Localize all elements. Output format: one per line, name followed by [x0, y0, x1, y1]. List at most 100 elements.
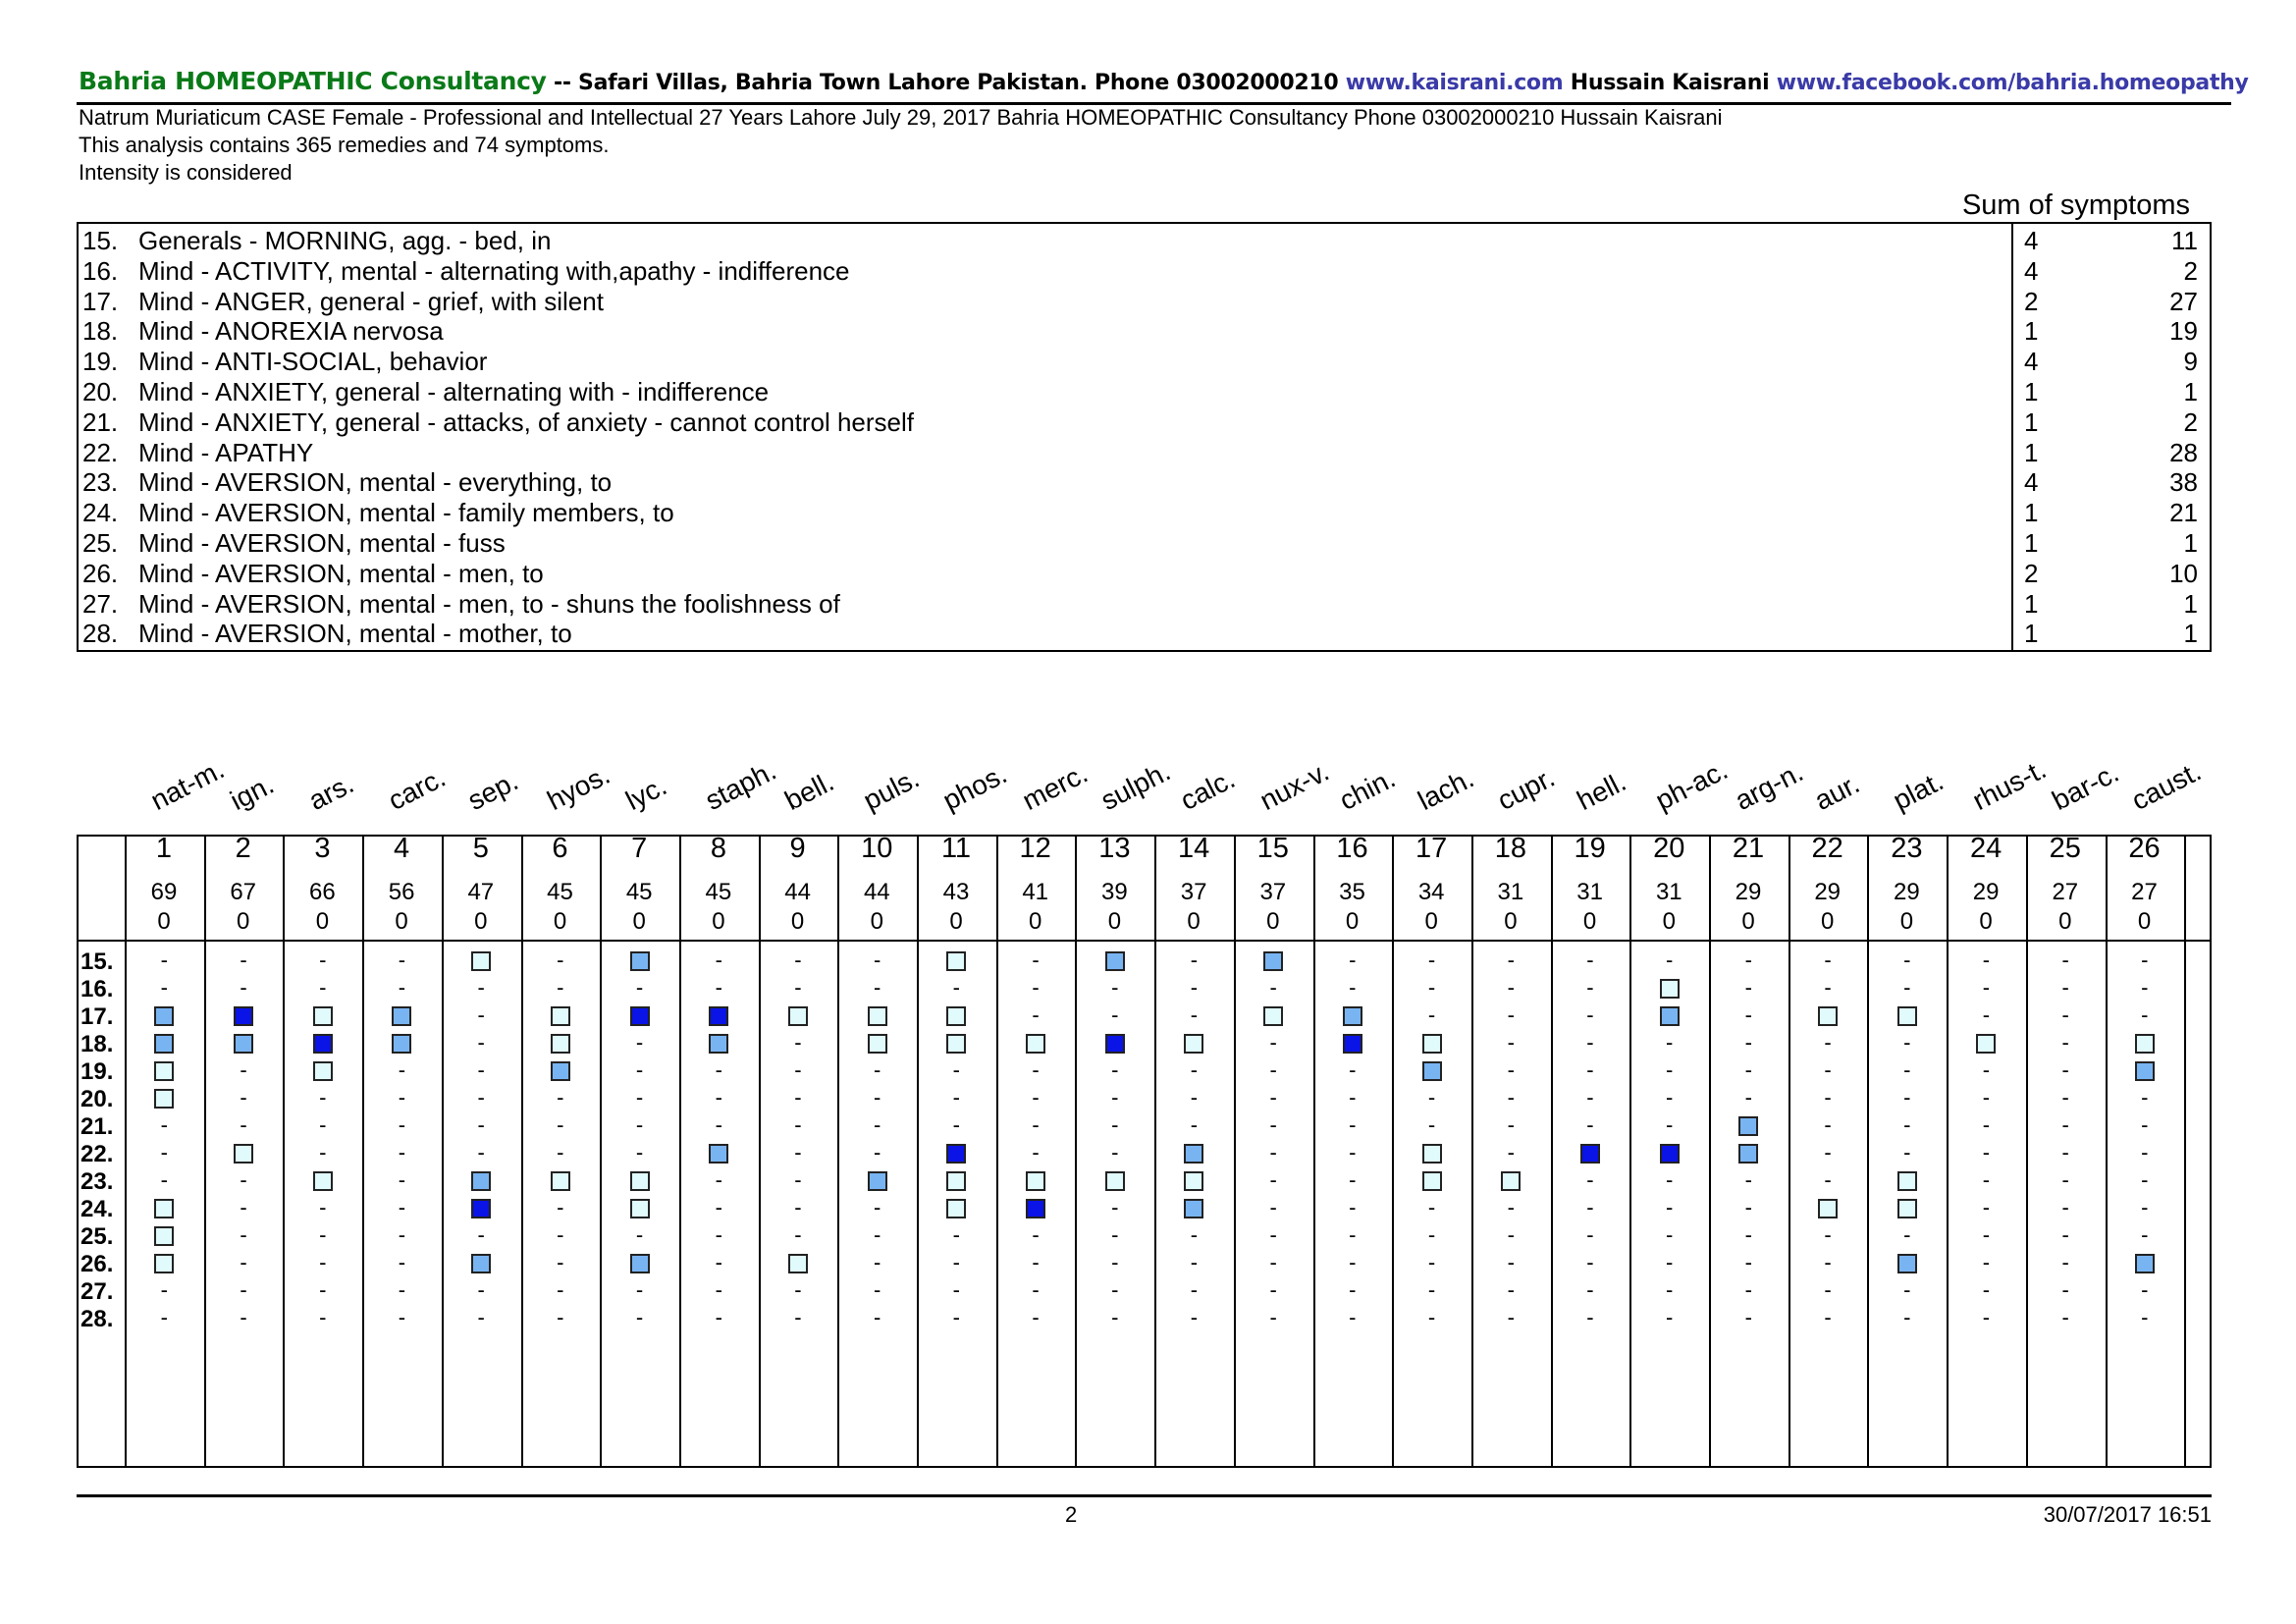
grade-1-marker[interactable]: [787, 1254, 808, 1273]
grade-2-marker[interactable]: [392, 1006, 412, 1026]
remedy-name[interactable]: rhus-t.: [1967, 753, 2052, 817]
grade-2-marker[interactable]: [1263, 951, 1284, 971]
remedy-name[interactable]: aur.: [1809, 768, 1864, 817]
grade-3-marker[interactable]: [709, 1006, 729, 1026]
grade-1-marker[interactable]: [946, 1171, 967, 1191]
grade-2-marker[interactable]: [154, 1006, 175, 1026]
grade-2-marker[interactable]: [1738, 1116, 1759, 1136]
grade-1-marker[interactable]: [154, 1061, 175, 1081]
grade-3-marker[interactable]: [471, 1199, 492, 1218]
grade-3-marker[interactable]: [312, 1034, 333, 1054]
remedy-name[interactable]: calc.: [1175, 763, 1240, 817]
grade-2-marker[interactable]: [1104, 951, 1125, 971]
remedy-name[interactable]: chin.: [1333, 762, 1400, 817]
grade-1-marker[interactable]: [471, 951, 492, 971]
grade-3-marker[interactable]: [1659, 1144, 1680, 1164]
grade-1-marker[interactable]: [1896, 1199, 1917, 1218]
grade-1-marker[interactable]: [1421, 1171, 1442, 1191]
remedy-name[interactable]: carc.: [383, 761, 451, 817]
website-link[interactable]: www.kaisrani.com: [1345, 71, 1564, 95]
grade-3-marker[interactable]: [1104, 1034, 1125, 1054]
grade-1-marker[interactable]: [1421, 1144, 1442, 1164]
grade-1-marker[interactable]: [2134, 1034, 2155, 1054]
remedy-name[interactable]: staph.: [700, 754, 781, 817]
remedy-name[interactable]: sep.: [462, 765, 523, 817]
grade-2-marker[interactable]: [1421, 1061, 1442, 1081]
grade-2-marker[interactable]: [1184, 1144, 1204, 1164]
grade-3-marker[interactable]: [1342, 1034, 1362, 1054]
grade-3-marker[interactable]: [234, 1006, 254, 1026]
grade-1-marker[interactable]: [550, 1006, 570, 1026]
grade-1-marker[interactable]: [1896, 1171, 1917, 1191]
grade-2-marker[interactable]: [154, 1034, 175, 1054]
grade-1-marker[interactable]: [1501, 1171, 1522, 1191]
grade-2-marker[interactable]: [550, 1061, 570, 1081]
remedy-name[interactable]: arg-n.: [1730, 756, 1808, 817]
remedy-name[interactable]: hyos.: [541, 759, 614, 817]
grade-2-marker[interactable]: [2134, 1061, 2155, 1081]
grade-1-marker[interactable]: [1263, 1006, 1284, 1026]
grade-2-marker[interactable]: [867, 1171, 887, 1191]
grade-2-marker[interactable]: [234, 1034, 254, 1054]
grade-2-marker[interactable]: [1342, 1006, 1362, 1026]
grade-1-marker[interactable]: [154, 1199, 175, 1218]
grade-1-marker[interactable]: [550, 1171, 570, 1191]
grade-2-marker[interactable]: [2134, 1254, 2155, 1273]
grade-1-marker[interactable]: [1026, 1034, 1046, 1054]
grade-1-marker[interactable]: [867, 1006, 887, 1026]
grade-1-marker[interactable]: [629, 1171, 650, 1191]
grade-1-marker[interactable]: [1184, 1034, 1204, 1054]
remedy-name[interactable]: bell.: [779, 766, 838, 817]
grade-1-marker[interactable]: [946, 1034, 967, 1054]
remedy-name[interactable]: bar-c.: [2047, 756, 2124, 817]
grade-1-marker[interactable]: [312, 1171, 333, 1191]
remedy-name[interactable]: ph-ac.: [1650, 754, 1734, 817]
grade-2-marker[interactable]: [471, 1171, 492, 1191]
remedy-name[interactable]: sulph.: [1095, 755, 1176, 817]
grade-3-marker[interactable]: [1026, 1199, 1046, 1218]
grade-2-marker[interactable]: [1659, 1006, 1680, 1026]
grade-1-marker[interactable]: [1421, 1034, 1442, 1054]
grade-1-marker[interactable]: [234, 1144, 254, 1164]
grade-1-marker[interactable]: [154, 1254, 175, 1273]
grade-1-marker[interactable]: [946, 1006, 967, 1026]
grade-1-marker[interactable]: [312, 1061, 333, 1081]
grade-1-marker[interactable]: [629, 1199, 650, 1218]
grade-1-marker[interactable]: [1184, 1171, 1204, 1191]
grade-2-marker[interactable]: [1184, 1199, 1204, 1218]
grade-1-marker[interactable]: [550, 1034, 570, 1054]
grade-1-marker[interactable]: [1026, 1171, 1046, 1191]
remedy-name[interactable]: lach.: [1413, 762, 1479, 817]
grade-1-marker[interactable]: [946, 951, 967, 971]
remedy-name[interactable]: ars.: [303, 768, 359, 817]
grade-1-marker[interactable]: [1659, 979, 1680, 999]
grade-1-marker[interactable]: [1818, 1199, 1839, 1218]
remedy-name[interactable]: ign.: [225, 768, 279, 817]
grade-2-marker[interactable]: [392, 1034, 412, 1054]
remedy-name[interactable]: merc.: [1017, 757, 1093, 817]
grade-1-marker[interactable]: [312, 1006, 333, 1026]
grade-2-marker[interactable]: [1738, 1144, 1759, 1164]
grade-2-marker[interactable]: [709, 1144, 729, 1164]
facebook-link[interactable]: www.facebook.com/bahria.homeopathy: [1776, 71, 2249, 95]
remedy-name[interactable]: nux-v.: [1255, 755, 1334, 817]
grade-2-marker[interactable]: [709, 1034, 729, 1054]
remedy-name[interactable]: nat-m.: [145, 753, 230, 817]
grade-1-marker[interactable]: [154, 1089, 175, 1109]
grade-2-marker[interactable]: [471, 1254, 492, 1273]
grade-1-marker[interactable]: [1818, 1006, 1839, 1026]
grade-1-marker[interactable]: [154, 1226, 175, 1246]
remedy-name[interactable]: hell.: [1572, 766, 1630, 817]
remedy-name[interactable]: puls.: [858, 762, 925, 817]
grade-1-marker[interactable]: [1896, 1006, 1917, 1026]
grade-3-marker[interactable]: [946, 1144, 967, 1164]
grade-3-marker[interactable]: [1579, 1144, 1600, 1164]
grade-1-marker[interactable]: [946, 1199, 967, 1218]
remedy-name[interactable]: cupr.: [1492, 761, 1560, 817]
remedy-name[interactable]: lyc.: [620, 770, 672, 817]
grade-2-marker[interactable]: [629, 951, 650, 971]
grade-2-marker[interactable]: [1896, 1254, 1917, 1273]
grade-2-marker[interactable]: [629, 1254, 650, 1273]
grade-1-marker[interactable]: [1104, 1171, 1125, 1191]
remedy-name[interactable]: caust.: [2125, 755, 2206, 817]
